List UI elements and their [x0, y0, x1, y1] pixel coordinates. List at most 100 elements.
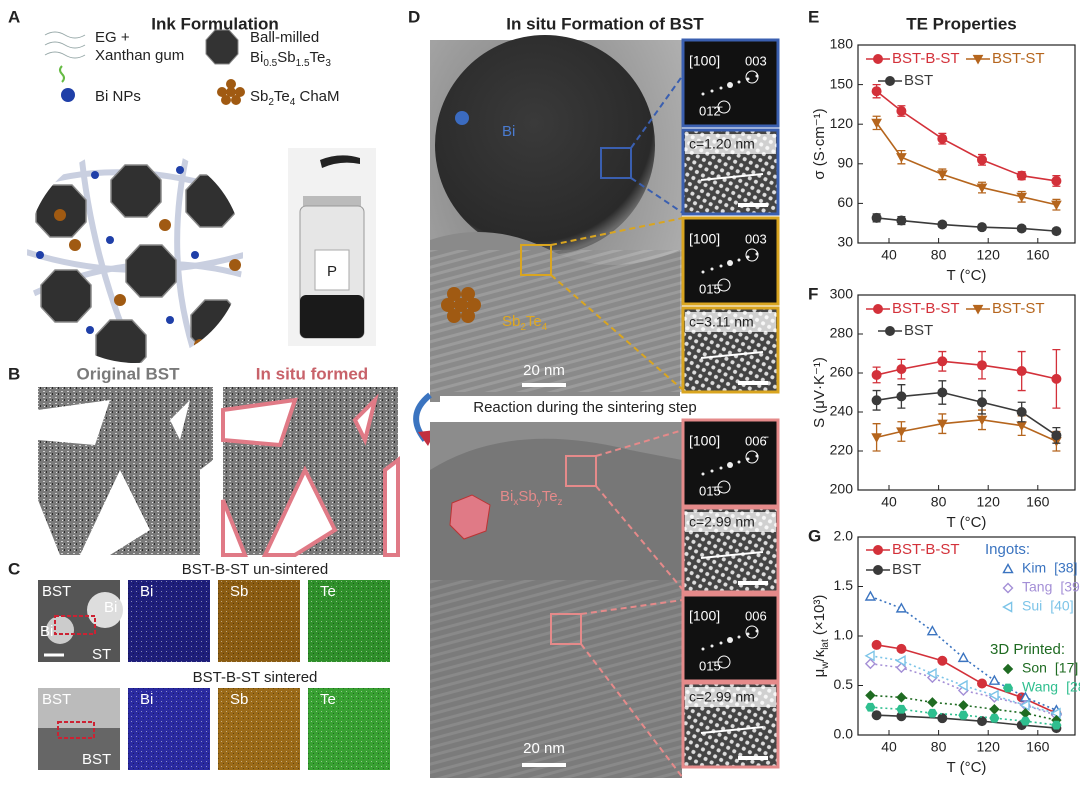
diffraction-spot	[727, 462, 733, 468]
legend-group-title: 3D Printed:	[990, 641, 1065, 658]
lattice-label: c=3.11 nm	[689, 314, 754, 330]
measure-arrow	[700, 173, 764, 181]
plot-frame	[857, 44, 1076, 244]
data-point	[989, 713, 1000, 723]
panel-label: G	[808, 526, 821, 545]
ligand-icon	[59, 65, 65, 83]
image-label: Bi	[104, 599, 117, 616]
zone-axis: [100]	[689, 231, 720, 247]
measure-arrow	[700, 551, 764, 559]
data-point	[895, 655, 906, 667]
zone-axis: [100]	[689, 608, 720, 624]
legend-text: Xanthan gum	[95, 47, 184, 64]
data-point	[871, 369, 882, 380]
legend-label: BST	[904, 322, 933, 339]
scale-label: 20 nm	[523, 362, 565, 379]
polymer-icon	[44, 31, 86, 59]
data-point	[976, 154, 988, 165]
diffraction-spot	[727, 637, 733, 643]
series-line	[875, 122, 1057, 206]
diffraction-spot	[746, 632, 750, 636]
data-point	[937, 655, 948, 666]
y-axis-label-part: S (μV·K⁻¹)	[811, 357, 828, 428]
diffraction-spot	[746, 77, 750, 81]
data-point	[976, 678, 988, 689]
legend-label: Kim	[1022, 560, 1046, 576]
series-line	[876, 418, 1057, 442]
data-point	[1016, 223, 1027, 234]
legend-marker	[1002, 601, 1013, 613]
eds-maps	[128, 580, 390, 770]
data-point	[958, 700, 969, 711]
arrow-label: Reaction during the sintering step	[473, 399, 696, 416]
data-point	[927, 708, 938, 718]
data-point	[871, 86, 882, 97]
map-label: Te	[320, 583, 336, 600]
image-label: Sb2Te4	[502, 313, 548, 333]
legend-group-title: Ingots:	[985, 541, 1030, 558]
panel-label: C	[8, 559, 20, 578]
image-label: BixSbyTez	[500, 488, 563, 508]
image-label: ST	[92, 646, 111, 663]
data-point	[937, 713, 948, 724]
legend-label: BST-B-ST	[892, 300, 960, 317]
diffraction-spot	[710, 644, 714, 648]
y-tick-label: 1.5	[834, 577, 854, 593]
y-axis-label-part: lat	[820, 639, 831, 650]
y-tick-label: 1.0	[834, 627, 854, 643]
map-label: Sb	[230, 583, 248, 600]
data-point	[976, 222, 988, 233]
diffraction-spot	[701, 270, 705, 274]
data-point	[927, 697, 938, 708]
diffraction-spot	[701, 92, 705, 96]
diffraction-spot	[727, 82, 733, 88]
bi-icon	[61, 88, 75, 102]
data-point	[958, 710, 969, 720]
legend-label: BST-B-ST	[892, 50, 960, 67]
spot-marker	[745, 450, 759, 464]
data-point	[864, 658, 876, 670]
data-point	[871, 118, 882, 129]
data-point	[871, 710, 882, 721]
data-point	[1051, 226, 1062, 237]
data-point	[1016, 366, 1027, 377]
data-point	[1051, 175, 1062, 186]
data-point	[988, 674, 1001, 685]
legend-marker	[872, 54, 884, 64]
diffraction-spot	[727, 260, 733, 266]
spot-marker	[717, 480, 731, 494]
ink-schematic	[27, 147, 243, 363]
diffraction-spot	[737, 258, 741, 262]
legend-ref: [38]	[1054, 560, 1077, 576]
legend-ref: [28]	[1066, 679, 1080, 695]
image-label: BST	[42, 691, 71, 708]
data-point	[896, 427, 907, 438]
diffraction-spot	[737, 460, 741, 464]
diffraction-spot	[710, 89, 714, 93]
panel-label: E	[808, 7, 819, 26]
data-point	[1016, 170, 1027, 181]
particle-icon	[205, 29, 239, 65]
panel-title: Ink Formulation	[151, 14, 279, 33]
x-tick-label: 120	[977, 494, 1001, 510]
data-point	[1020, 716, 1031, 726]
panel-label: B	[8, 364, 20, 383]
spot-index: 006	[745, 608, 767, 623]
diffraction-spot	[719, 86, 723, 90]
y-tick-label: 2.0	[834, 528, 854, 544]
spot-index: 003	[745, 53, 767, 68]
map-label: Bi	[140, 583, 153, 600]
data-point	[865, 702, 876, 712]
data-point	[1016, 407, 1027, 417]
image-label: BST	[42, 583, 71, 600]
spot-marker	[717, 278, 731, 292]
legend-label: Sui	[1022, 598, 1042, 614]
spot-marker	[745, 248, 759, 262]
vial-photo: P	[288, 148, 376, 346]
data-point	[865, 690, 876, 701]
diffraction-spot	[719, 641, 723, 645]
panel-label: F	[808, 284, 818, 303]
label-bg	[685, 687, 776, 707]
lattice-label: c=2.99 nm	[689, 514, 755, 530]
